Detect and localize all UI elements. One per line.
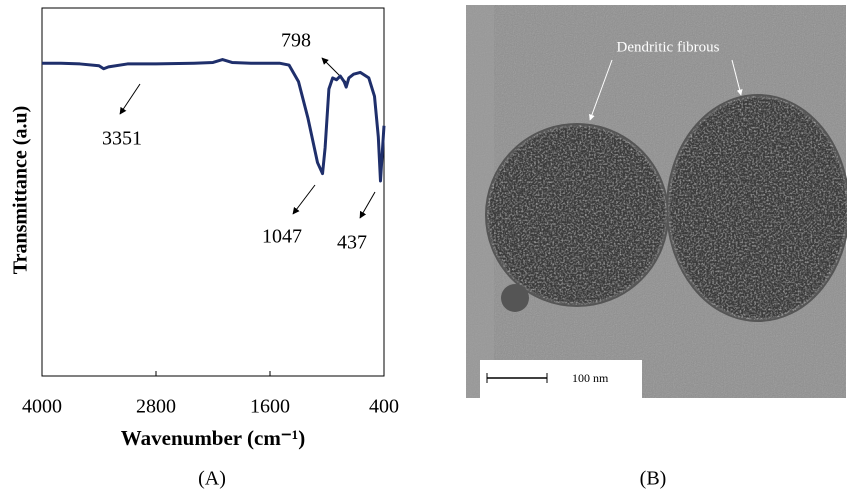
image-annotation: Dendritic fibrous (617, 39, 720, 55)
peak-label: 437 (337, 232, 367, 254)
arrow (119, 83, 141, 115)
spectrum-line (42, 58, 386, 183)
x-tick-label: 2800 (136, 396, 176, 418)
peak-label: 798 (281, 30, 311, 52)
particle-texture (668, 96, 847, 320)
panel-label: (A) (198, 468, 226, 490)
arrow (292, 184, 316, 215)
y-axis-label: Transmittance (a.u) (10, 106, 32, 275)
debris (501, 284, 529, 312)
x-tick-label: 1600 (250, 396, 290, 418)
peak-label: 1047 (262, 226, 302, 248)
arrow (589, 59, 613, 121)
particle-texture (487, 125, 667, 305)
x-axis-label: Wavenumber (cm⁻¹) (121, 426, 305, 450)
scale-label: 100 nm (572, 371, 609, 385)
arrow (731, 59, 743, 96)
tem-image: Dendritic fibrous 100 nm (466, 5, 847, 398)
x-tick-label: 4000 (22, 396, 62, 418)
arrow (359, 191, 376, 219)
x-tick-label: 400 (369, 396, 399, 418)
ftir-chart: Transmittance (a.u) Wavenumber (cm⁻¹) 40… (10, 7, 399, 450)
peak-label: 3351 (102, 128, 142, 150)
plot-frame (41, 7, 385, 377)
scale-box (480, 360, 642, 398)
panel-label: (B) (640, 468, 667, 490)
